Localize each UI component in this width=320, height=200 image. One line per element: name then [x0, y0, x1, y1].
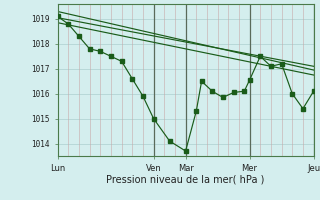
X-axis label: Pression niveau de la mer( hPa ): Pression niveau de la mer( hPa ) — [107, 174, 265, 184]
